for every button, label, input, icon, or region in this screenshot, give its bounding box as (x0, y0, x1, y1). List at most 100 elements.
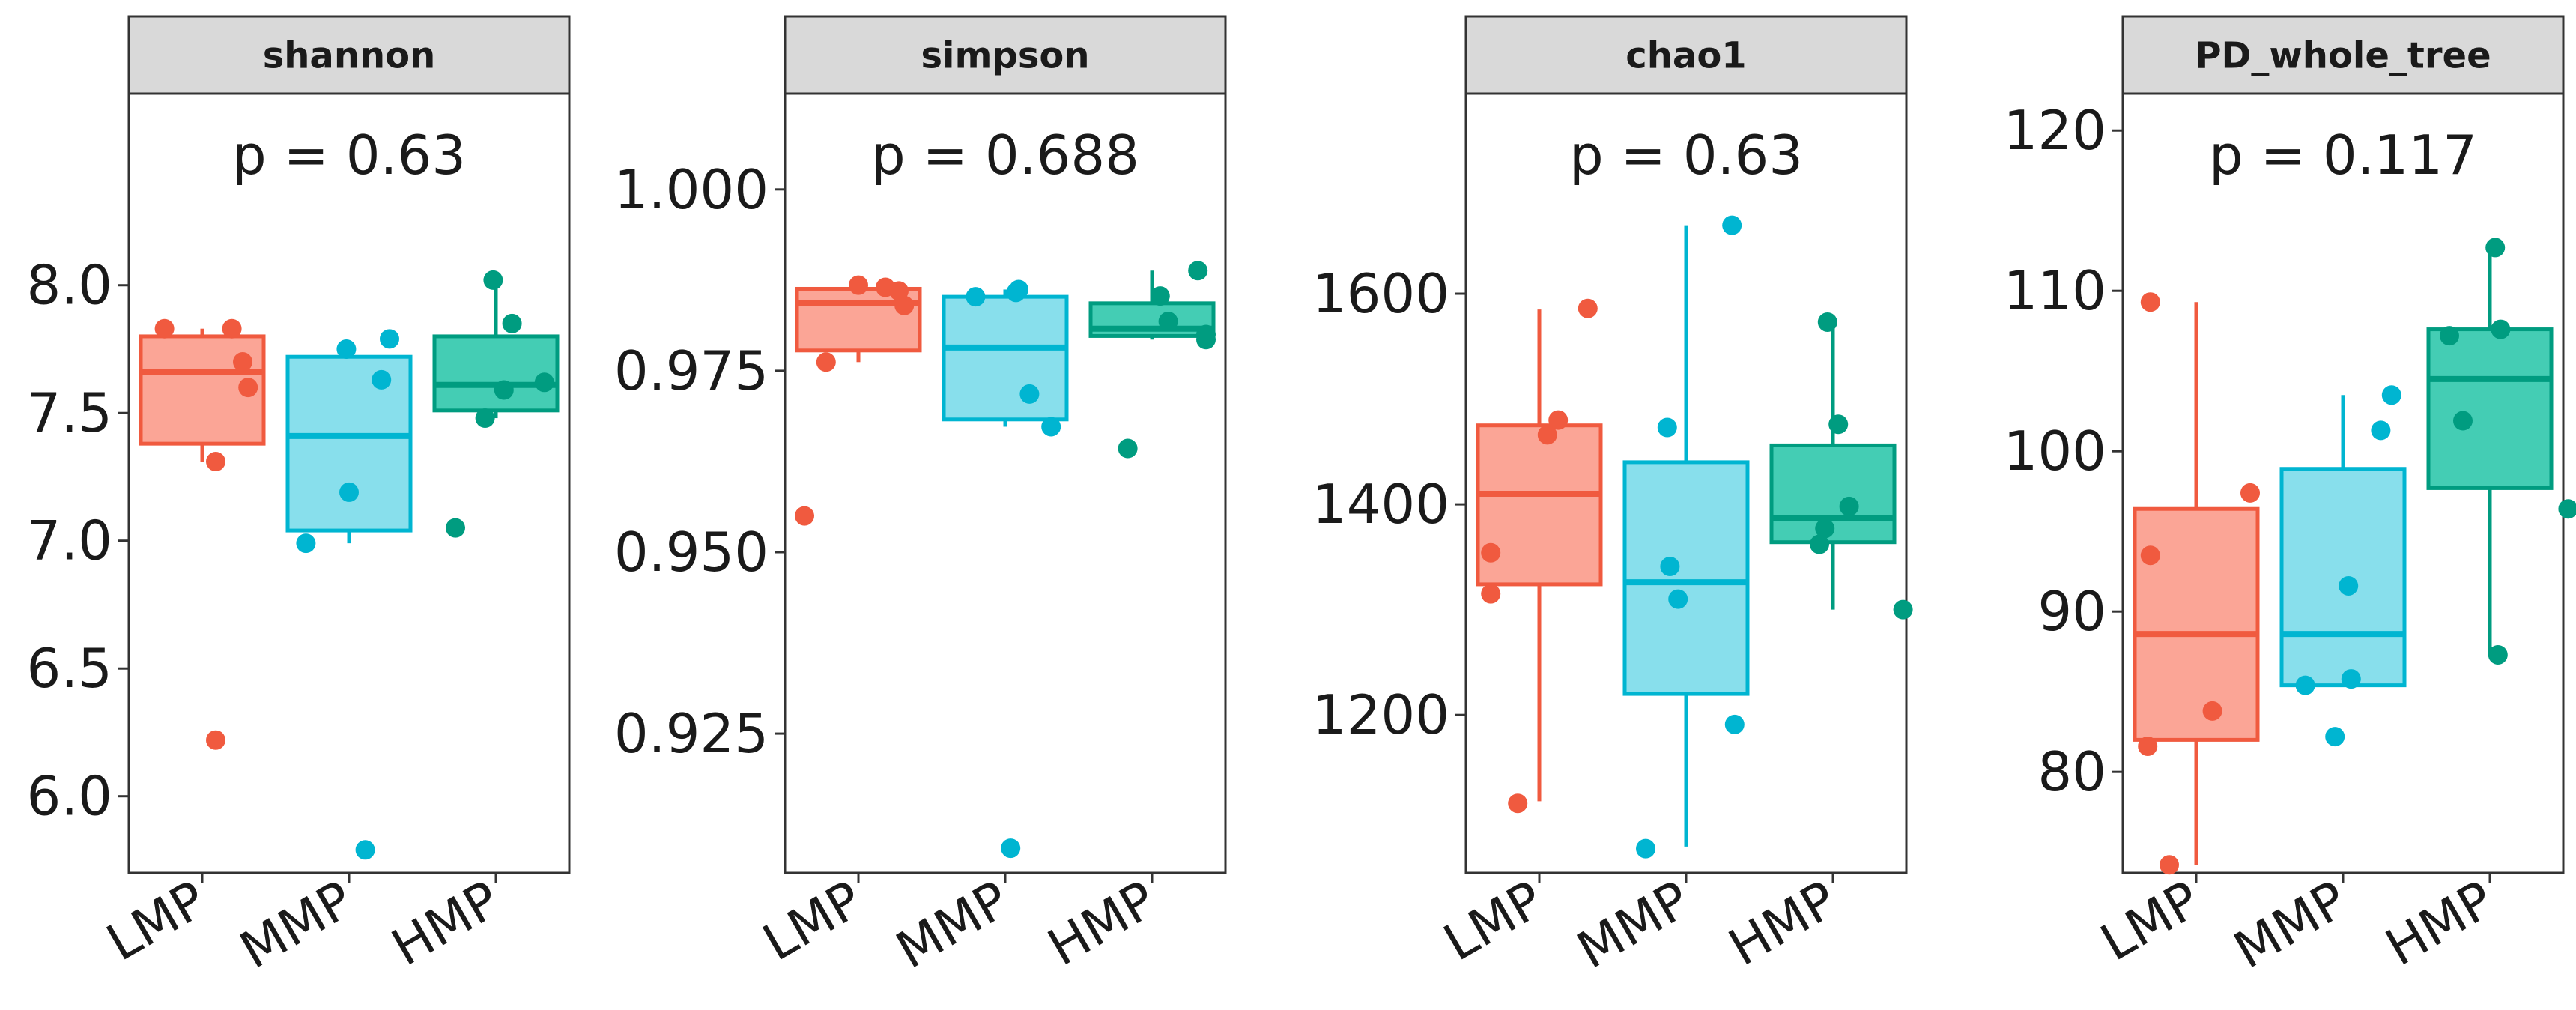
data-point-HMP (1893, 599, 1913, 620)
y-tick-label: 90 (2037, 580, 2106, 643)
data-point-LMP (2240, 483, 2260, 503)
data-point-HMP (1839, 496, 1859, 516)
y-tick-label: 0.950 (614, 521, 769, 584)
data-point-LMP (1508, 793, 1528, 814)
x-tick-label: LMP (1434, 870, 1554, 973)
data-point-HMP (1815, 518, 1835, 539)
data-point-MMP (336, 339, 357, 359)
panel-simpson: simpson p = 0.688 0.925 0.950 0.975 1.000 LMP M… (614, 15, 1227, 981)
y-tick-label: 1200 (1312, 683, 1449, 746)
data-point-LMP (1578, 298, 1598, 318)
y-tick-label: 0.975 (614, 339, 769, 402)
p-value-annotation: p = 0.688 (871, 124, 1139, 187)
y-tick-label: 1600 (1312, 262, 1449, 325)
data-point-HMP (2453, 411, 2473, 431)
p-value-annotation: p = 0.63 (232, 124, 466, 187)
box-HMP (432, 279, 560, 419)
data-point-MMP (372, 369, 392, 390)
y-tick-label: 8.0 (26, 254, 112, 317)
data-point-LMP (1537, 425, 1557, 445)
x-tick-label: HMP (1719, 870, 1846, 978)
data-point-LMP (222, 318, 242, 339)
data-point-HMP (534, 372, 554, 393)
data-point-LMP (206, 730, 225, 750)
y-tick-label: 7.5 (26, 381, 112, 444)
data-point-LMP (2160, 855, 2179, 875)
data-point-LMP (2140, 545, 2160, 566)
data-point-LMP (206, 452, 225, 472)
data-point-MMP (2339, 575, 2359, 596)
plot-area (784, 92, 1227, 874)
data-point-HMP (1150, 286, 1170, 306)
data-point-MMP (1019, 384, 1040, 404)
facet-title: simpson (921, 35, 1089, 77)
data-point-HMP (1810, 534, 1829, 554)
data-point-HMP (1118, 438, 1138, 459)
y-tick-label: 1400 (1312, 473, 1449, 536)
box-iqr (2133, 506, 2260, 742)
data-point-HMP (483, 270, 503, 290)
y-tick-label: 100 (2004, 420, 2106, 483)
box-MMP (1622, 225, 1750, 847)
x-tick-label: LMP (754, 870, 873, 973)
y-tick-label: 6.0 (26, 765, 112, 828)
y-tick-label: 0.925 (614, 702, 769, 765)
x-tick-label: HMP (382, 870, 509, 978)
data-point-HMP (1817, 312, 1837, 332)
box-iqr (2279, 467, 2407, 688)
box-iqr (285, 354, 413, 533)
data-point-HMP (1196, 330, 1216, 350)
data-point-HMP (2485, 238, 2506, 258)
data-point-HMP (502, 313, 522, 333)
data-point-MMP (339, 482, 359, 502)
facet-strip (127, 15, 571, 95)
data-point-MMP (2371, 420, 2391, 441)
box-HMP (1088, 270, 1216, 340)
facet-strip (784, 15, 1227, 95)
data-point-HMP (2558, 499, 2576, 519)
data-point-MMP (2295, 675, 2315, 695)
data-point-MMP (966, 287, 986, 307)
data-point-LMP (238, 378, 258, 398)
data-point-HMP (475, 408, 495, 429)
x-tick-label: HMP (2376, 870, 2503, 978)
data-point-LMP (2140, 292, 2160, 312)
y-tick-label: 6.5 (26, 637, 112, 700)
data-point-MMP (1722, 215, 1742, 235)
data-point-MMP (380, 329, 399, 349)
y-tick-label: 110 (2004, 259, 2106, 322)
box-MMP (2279, 395, 2407, 688)
data-point-MMP (355, 840, 375, 860)
data-point-MMP (1657, 417, 1677, 438)
data-point-LMP (233, 352, 252, 372)
data-point-HMP (2440, 326, 2459, 346)
box-iqr (2426, 327, 2554, 490)
data-point-MMP (1001, 838, 1021, 859)
data-point-LMP (2202, 701, 2222, 721)
data-point-LMP (894, 295, 915, 315)
data-point-MMP (1660, 557, 1680, 577)
x-tick-label: MMP (887, 870, 1019, 981)
p-value-annotation: p = 0.117 (2209, 124, 2477, 187)
x-tick-label: LMP (97, 870, 216, 973)
y-tick-label: 1.000 (614, 158, 769, 221)
p-value-annotation: p = 0.63 (1569, 124, 1803, 187)
x-tick-label: MMP (231, 870, 363, 981)
data-point-MMP (1724, 714, 1745, 734)
data-point-LMP (795, 506, 814, 526)
data-point-HMP (446, 518, 465, 538)
data-point-MMP (1006, 282, 1026, 303)
data-point-MMP (1636, 838, 1655, 859)
data-point-HMP (1158, 312, 1178, 332)
x-tick-label: MMP (2225, 870, 2357, 981)
panel-shannon: shannon p = 0.63 6.0 6.5 7.0 7.5 8.0 LMP MMP HMP (26, 15, 571, 981)
data-point-LMP (2138, 736, 2158, 756)
data-point-LMP (1548, 410, 1569, 430)
data-point-HMP (2491, 319, 2511, 339)
data-point-MMP (296, 533, 316, 554)
facet-title: chao1 (1625, 35, 1746, 77)
facet-title: PD_whole_tree (2195, 35, 2491, 77)
data-point-LMP (849, 275, 868, 295)
